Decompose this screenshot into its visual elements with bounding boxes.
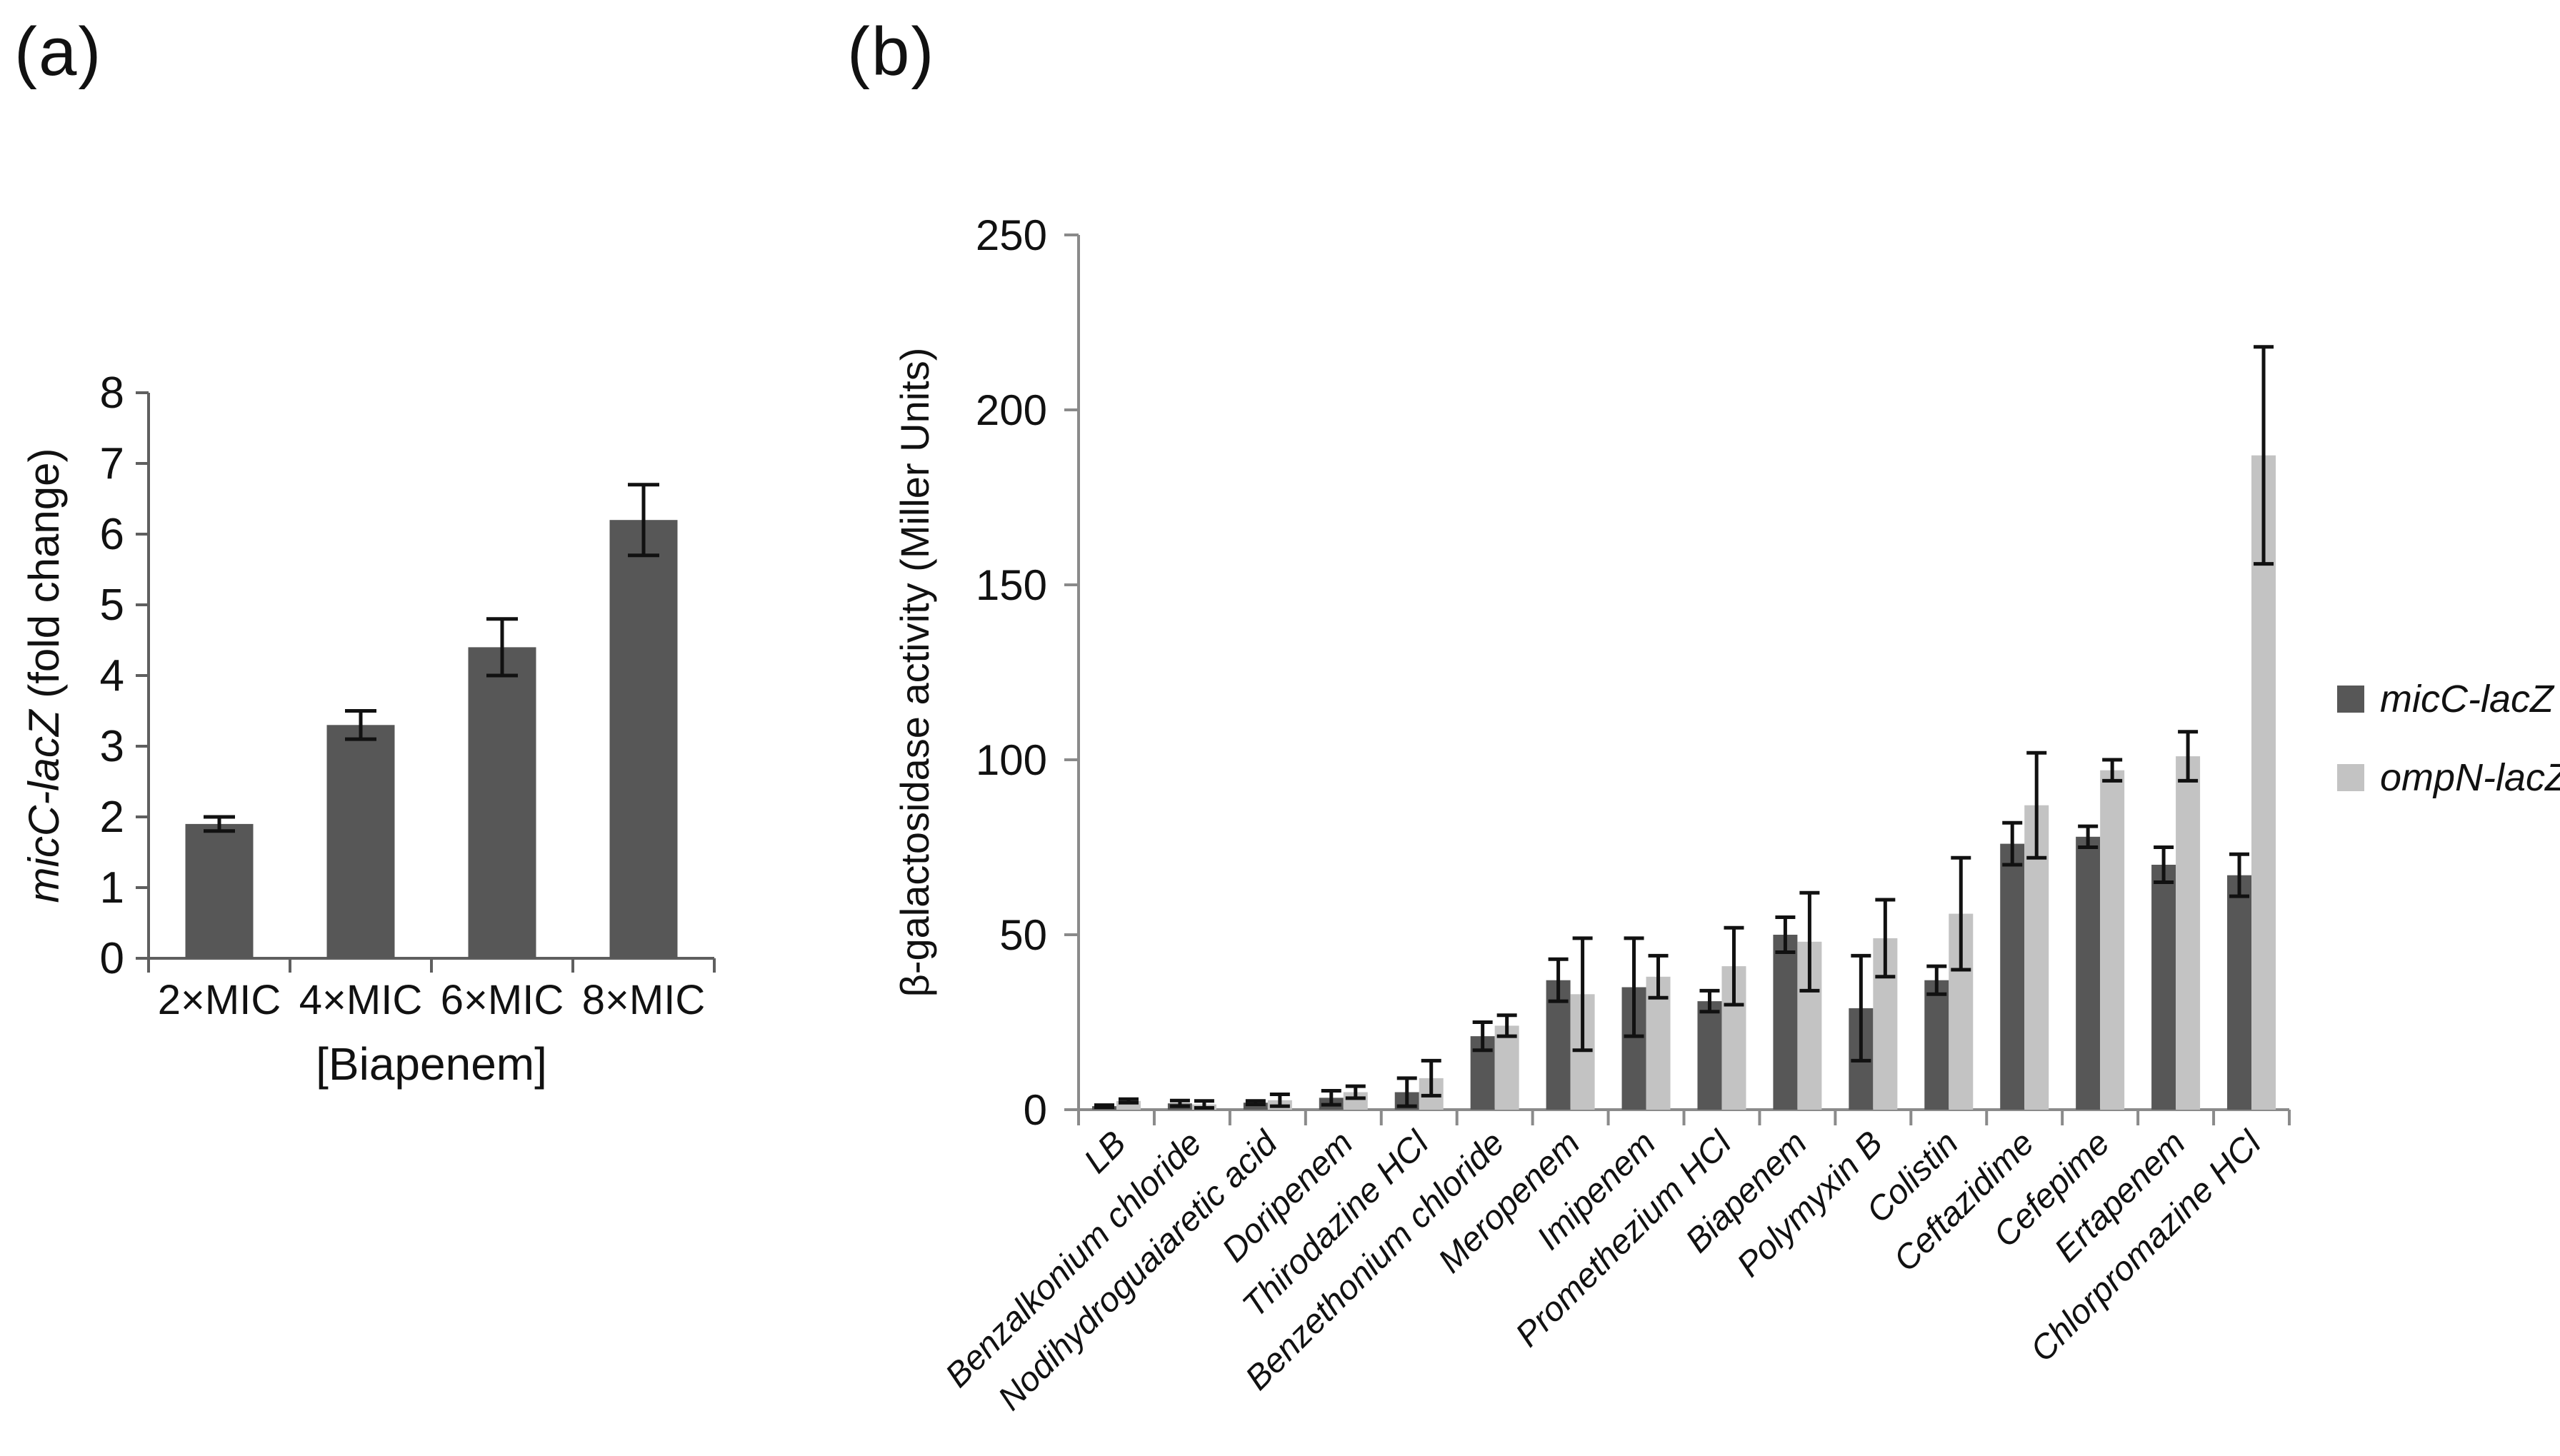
- error-bar-micC-lacZ-Colistin: [1926, 964, 1947, 996]
- error-bar-ompN-lacZ-Thirodazine HCl: [1421, 1058, 1441, 1098]
- error-bar-micC-lacZ-Chlorpromazine HCl: [2229, 852, 2250, 898]
- error-bar-micC-lacZ-Biapenem: [1775, 915, 1796, 954]
- error-bar-micC-lacZ-Benzalkonium chloride: [1169, 1098, 1190, 1108]
- error-bar-8×MIC: [628, 483, 659, 558]
- error-bar-ompN-lacZ-Doripenem: [1345, 1084, 1366, 1100]
- error-bar-4×MIC: [345, 709, 376, 741]
- y-tick-label: 200: [976, 386, 1047, 434]
- y-axis-title: micC-lacZ (fold change): [20, 448, 68, 903]
- y-tick-label: 150: [976, 561, 1047, 609]
- bar-4×MIC: [326, 725, 395, 958]
- x-category-label: 4×MIC: [299, 977, 422, 1023]
- bar-ompN-lacZ-Ertapenem: [2176, 756, 2201, 1110]
- y-tick-label: 0: [100, 934, 124, 983]
- error-bar-micC-lacZ-Doripenem: [1321, 1089, 1341, 1107]
- y-tick-label: 50: [999, 911, 1047, 959]
- x-axis-title: [Biapenem]: [316, 1038, 547, 1090]
- error-bar-ompN-lacZ-Ertapenem: [2178, 730, 2199, 783]
- error-bar-micC-lacZ-LB: [1094, 1103, 1114, 1110]
- error-bar-6×MIC: [486, 617, 518, 678]
- legend-label-micC-lacZ: micC-lacZ: [2380, 678, 2554, 721]
- legend-item-micC-lacZ: micC-lacZ: [2337, 677, 2560, 721]
- x-category-label: 2×MIC: [158, 977, 281, 1023]
- error-bar-2×MIC: [204, 815, 235, 833]
- panel-b-label: (b): [847, 14, 936, 90]
- x-category-label: 8×MIC: [582, 977, 705, 1023]
- error-bar-micC-lacZ-Ceftazidime: [2002, 820, 2023, 867]
- y-tick-label: 2: [100, 793, 124, 842]
- error-bar-micC-lacZ-Benzethonium chloride: [1472, 1020, 1493, 1053]
- y-axis-title: β-galactosidase activity (Miller Units): [892, 348, 937, 998]
- y-tick-label: 1: [100, 863, 124, 913]
- y-tick-label: 3: [100, 722, 124, 771]
- y-tick-label: 100: [976, 736, 1047, 784]
- bar-micC-lacZ-Promethezium HCl: [1697, 1001, 1722, 1110]
- error-bar-ompN-lacZ-Colistin: [1951, 855, 1971, 972]
- y-tick-label: 250: [976, 211, 1047, 259]
- y-tick-label: 6: [100, 510, 124, 559]
- error-bar-micC-lacZ-Cefepime: [2078, 824, 2099, 849]
- bar-6×MIC: [468, 647, 536, 958]
- bar-micC-lacZ-Ertapenem: [2151, 865, 2176, 1110]
- y-tick-label: 8: [100, 368, 124, 418]
- error-bar-micC-lacZ-Thirodazine HCl: [1396, 1076, 1417, 1108]
- error-bar-ompN-lacZ-Cefepime: [2102, 758, 2123, 783]
- x-category-label: 6×MIC: [441, 977, 564, 1023]
- panel-a-label: (a): [14, 14, 103, 90]
- bar-8×MIC: [609, 520, 678, 958]
- error-bar-micC-lacZ-Nodihydroguaiaretic acid: [1245, 1099, 1266, 1107]
- error-bar-ompN-lacZ-Benzethonium chloride: [1496, 1013, 1517, 1038]
- legend: micC-lacZ ompN-lacZ: [2337, 677, 2560, 800]
- error-bar-micC-lacZ-Ertapenem: [2154, 845, 2174, 884]
- error-bar-ompN-lacZ-Biapenem: [1799, 890, 1820, 993]
- legend-swatch-micC-lacZ: [2337, 686, 2364, 713]
- error-bar-micC-lacZ-Meropenem: [1548, 957, 1569, 1003]
- error-bar-ompN-lacZ-Promethezium HCl: [1724, 925, 1744, 1007]
- error-bar-micC-lacZ-Promethezium HCl: [1699, 988, 1720, 1014]
- y-tick-label: 4: [100, 651, 124, 701]
- bar-2×MIC: [185, 823, 254, 958]
- bar-ompN-lacZ-Benzethonium chloride: [1494, 1025, 1519, 1110]
- error-bar-ompN-lacZ-Benzalkonium chloride: [1194, 1099, 1214, 1110]
- chart-a: 0 1 2 3 4 5 6 7 8 2×MIC 4×MIC 6×MIC 8×MIC [Biapenem] m…: [20, 368, 716, 1090]
- bar-micC-lacZ-Ceftazidime: [2000, 843, 2025, 1110]
- error-bar-ompN-lacZ-Polymyxin B: [1875, 898, 1896, 979]
- bar-micC-lacZ-Colistin: [1924, 980, 1949, 1110]
- y-tick-label: 7: [100, 439, 124, 488]
- error-bar-micC-lacZ-Imipenem: [1624, 936, 1644, 1038]
- error-bar-ompN-lacZ-Nodihydroguaiaretic acid: [1269, 1092, 1290, 1108]
- error-bar-ompN-lacZ-Meropenem: [1572, 936, 1593, 1053]
- bar-micC-lacZ-Biapenem: [1773, 935, 1798, 1110]
- error-bar-ompN-lacZ-Imipenem: [1648, 953, 1669, 1000]
- legend-item-ompN-lacZ: ompN-lacZ: [2337, 755, 2560, 800]
- error-bar-ompN-lacZ-Ceftazidime: [2026, 750, 2047, 860]
- y-tick-label: 5: [100, 581, 124, 630]
- legend-label-ompN-lacZ: ompN-lacZ: [2380, 756, 2560, 799]
- y-tick-label: 0: [1024, 1086, 1047, 1134]
- x-category-label: LB: [1077, 1124, 1134, 1180]
- bar-micC-lacZ-Chlorpromazine HCl: [2227, 875, 2252, 1110]
- error-bar-micC-lacZ-Polymyxin B: [1851, 953, 1871, 1063]
- error-bar-ompN-lacZ-LB: [1118, 1097, 1139, 1105]
- bar-micC-lacZ-Cefepime: [2076, 836, 2101, 1110]
- error-bar-ompN-lacZ-Chlorpromazine HCl: [2254, 345, 2274, 566]
- bar-ompN-lacZ-Cefepime: [2100, 770, 2125, 1110]
- legend-swatch-ompN-lacZ: [2337, 764, 2364, 791]
